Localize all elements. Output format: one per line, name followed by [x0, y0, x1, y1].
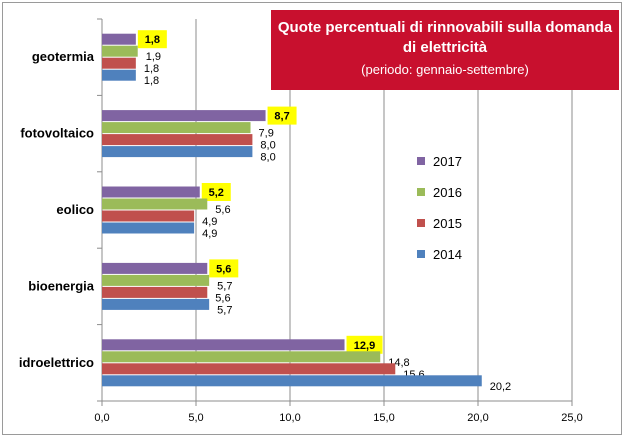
data-label: 1,8 — [144, 63, 159, 75]
x-tick-label: 15,0 — [373, 412, 394, 424]
data-label: 5,6 — [215, 204, 230, 216]
bar — [102, 286, 208, 298]
bar — [102, 110, 266, 122]
data-label: 5,6 — [215, 292, 230, 304]
bar — [102, 351, 381, 363]
x-tick-label: 0,0 — [94, 412, 109, 424]
bar — [102, 198, 208, 210]
legend-swatch — [417, 188, 425, 196]
legend-swatch — [417, 157, 425, 165]
chart-title-box: Quote percentuali di rinnovabili sulla d… — [271, 10, 619, 90]
data-label: 4,9 — [202, 228, 217, 240]
legend-label: 2015 — [433, 216, 462, 231]
data-label: 1,9 — [146, 51, 161, 63]
data-label: 5,6 — [216, 263, 231, 275]
bar — [102, 186, 200, 198]
data-label: 7,9 — [259, 128, 274, 140]
x-tick-label: 5,0 — [188, 412, 203, 424]
bar — [102, 33, 136, 45]
x-tick-label: 20,0 — [467, 412, 488, 424]
chart-subtitle: (periodo: gennaio-settembre) — [361, 62, 529, 77]
legend-swatch — [417, 250, 425, 258]
data-label: 8,7 — [274, 111, 289, 123]
bar — [102, 146, 253, 158]
category-label: eolico — [56, 202, 94, 217]
bar — [102, 122, 251, 134]
legend-swatch — [417, 219, 425, 227]
data-label: 5,2 — [209, 187, 224, 199]
bar — [102, 375, 482, 387]
bar — [102, 134, 253, 146]
legend-label: 2017 — [433, 154, 462, 169]
category-label: geotermia — [32, 49, 95, 64]
chart-title: Quote percentuali di rinnovabili sulla d… — [277, 19, 613, 56]
legend-label: 2014 — [433, 247, 462, 262]
bar — [102, 298, 210, 310]
data-label: 8,0 — [260, 140, 275, 152]
bar — [102, 57, 136, 69]
bar — [102, 222, 195, 234]
data-label: 5,7 — [217, 304, 232, 316]
bar — [102, 262, 208, 274]
data-label-highlight — [267, 106, 297, 125]
legend-label: 2016 — [433, 185, 462, 200]
data-label: 1,8 — [144, 75, 159, 87]
category-label: fotovoltaico — [20, 126, 94, 141]
data-label-highlight — [137, 30, 167, 49]
x-tick-label: 25,0 — [561, 412, 582, 424]
bar — [102, 363, 396, 375]
data-label-highlight — [201, 183, 231, 201]
data-label: 12,9 — [354, 340, 375, 352]
x-tick-label: 10,0 — [279, 412, 300, 424]
data-label-highlight — [346, 335, 383, 354]
data-label: 1,8 — [145, 34, 160, 46]
data-label-highlight — [209, 259, 239, 278]
data-label: 5,7 — [217, 280, 232, 292]
category-label: bioenergia — [28, 278, 95, 293]
bar — [102, 274, 210, 286]
bar — [102, 210, 195, 222]
category-label: idroelettrico — [19, 355, 94, 370]
data-label: 4,9 — [202, 216, 217, 228]
bar-chart: 0,0 5,0 10,0 15,0 20,0 25,0geotermia1,81,91,8… — [19, 18, 583, 424]
bar — [102, 69, 136, 81]
data-label: 8,0 — [260, 152, 275, 164]
bar — [102, 45, 138, 57]
bar — [102, 339, 345, 351]
data-label: 20,2 — [490, 381, 511, 393]
chart-frame: 0,0 5,0 10,0 15,0 20,0 25,0 geotermia 1,8 1,9 1,8… — [2, 2, 622, 435]
